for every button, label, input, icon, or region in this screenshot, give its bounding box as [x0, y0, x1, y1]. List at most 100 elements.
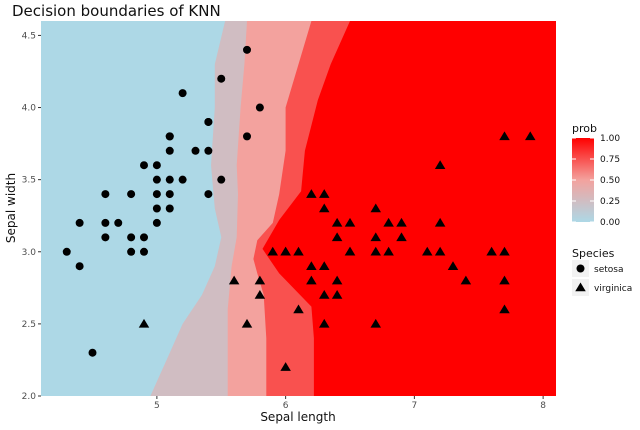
point-virginica: [228, 275, 240, 285]
y-tick-label: 4.5: [22, 31, 36, 41]
data-points: [62, 45, 536, 371]
point-virginica: [306, 261, 317, 270]
point-setosa: [75, 262, 84, 271]
point-setosa: [127, 233, 136, 242]
prob-colorbar: [572, 138, 594, 222]
x-axis-title: Sepal length: [260, 410, 335, 424]
point-setosa: [204, 190, 213, 199]
point-setosa: [62, 247, 71, 256]
legend-label: setosa: [594, 265, 623, 275]
point-setosa: [75, 218, 84, 227]
point-virginica: [486, 246, 497, 256]
point-virginica: [331, 217, 343, 227]
y-tick-label: 3.5: [22, 176, 36, 186]
point-virginica: [434, 160, 446, 169]
point-setosa: [165, 190, 174, 199]
point-virginica: [422, 246, 433, 256]
legend-circle-icon: [576, 264, 585, 273]
species-legend-items: setosa virginica: [572, 260, 632, 296]
colorbar-tick-label: 0.25: [600, 197, 620, 207]
point-virginica: [370, 318, 381, 328]
point-setosa: [165, 175, 174, 184]
colorbar-tick-label: 0.00: [600, 218, 620, 228]
point-virginica: [306, 189, 317, 198]
point-setosa: [217, 74, 226, 83]
series-virginica: [138, 131, 536, 371]
species-legend-title: Species: [572, 247, 615, 260]
x-tick-label: 8: [540, 401, 546, 411]
colorbar-tick-label: 0.75: [600, 155, 620, 165]
point-virginica: [434, 246, 446, 256]
point-setosa: [152, 161, 161, 170]
region-prob-0: [41, 21, 226, 396]
point-virginica: [499, 304, 510, 314]
point-setosa: [101, 218, 110, 227]
point-setosa: [140, 233, 148, 242]
plot-panel: [41, 21, 556, 397]
point-virginica: [331, 275, 343, 285]
point-virginica: [319, 203, 330, 213]
point-virginica: [280, 246, 291, 256]
point-setosa: [101, 233, 110, 242]
point-virginica: [331, 290, 343, 299]
point-virginica: [293, 246, 304, 256]
colorbar-ticks: 0.00 0.25 0.50 0.75 1.00: [572, 134, 620, 228]
point-virginica: [319, 261, 330, 270]
point-setosa: [152, 218, 161, 227]
point-setosa: [191, 146, 200, 155]
point-setosa: [178, 89, 187, 98]
x-axis-ticks: 5 6 7 8: [154, 396, 546, 411]
point-virginica: [344, 217, 356, 227]
species-legend: Species setosa virginica: [572, 247, 632, 296]
point-virginica: [460, 275, 472, 285]
point-setosa: [127, 190, 136, 199]
x-tick-label: 5: [154, 401, 160, 411]
legend-triangle-icon: [575, 282, 586, 292]
point-virginica: [383, 246, 394, 256]
y-tick-label: 2.0: [22, 392, 37, 402]
point-setosa: [101, 190, 110, 199]
legend-item-setosa: setosa: [572, 260, 623, 277]
point-setosa: [204, 117, 213, 126]
point-setosa: [255, 103, 264, 112]
point-virginica: [499, 131, 510, 141]
point-setosa: [140, 247, 148, 256]
point-setosa: [152, 190, 161, 199]
point-virginica: [396, 217, 407, 227]
point-virginica: [293, 304, 304, 314]
prob-legend-title: prob: [572, 122, 597, 135]
point-virginica: [499, 275, 510, 285]
point-setosa: [152, 175, 161, 184]
y-tick-label: 3.0: [22, 248, 37, 258]
point-virginica: [319, 290, 330, 299]
x-tick-label: 7: [412, 401, 418, 411]
legend-item-virginica: virginica: [572, 279, 632, 296]
point-virginica: [344, 246, 356, 256]
point-virginica: [267, 246, 278, 256]
point-virginica: [447, 261, 459, 270]
point-virginica: [396, 232, 407, 242]
point-virginica: [331, 232, 343, 242]
point-setosa: [217, 175, 226, 184]
y-tick-label: 2.5: [22, 320, 36, 330]
point-virginica: [434, 217, 446, 227]
x-tick-label: 6: [283, 401, 289, 411]
point-setosa: [243, 45, 251, 54]
prob-legend: prob 0.00 0.25 0.50 0.75 1.00: [572, 122, 620, 228]
point-virginica: [319, 318, 330, 328]
point-virginica: [280, 362, 291, 371]
point-virginica: [138, 318, 150, 328]
colorbar-tick-label: 0.50: [600, 176, 620, 186]
point-setosa: [165, 204, 174, 213]
point-virginica: [241, 318, 253, 328]
point-setosa: [204, 146, 213, 155]
probability-regions: [41, 21, 556, 396]
point-setosa: [140, 161, 148, 170]
point-virginica: [525, 131, 536, 141]
point-virginica: [319, 189, 330, 198]
point-setosa: [165, 132, 174, 141]
y-axis-title: Sepal width: [4, 173, 18, 243]
point-virginica: [383, 217, 394, 227]
series-setosa: [62, 45, 264, 357]
point-virginica: [254, 275, 266, 285]
